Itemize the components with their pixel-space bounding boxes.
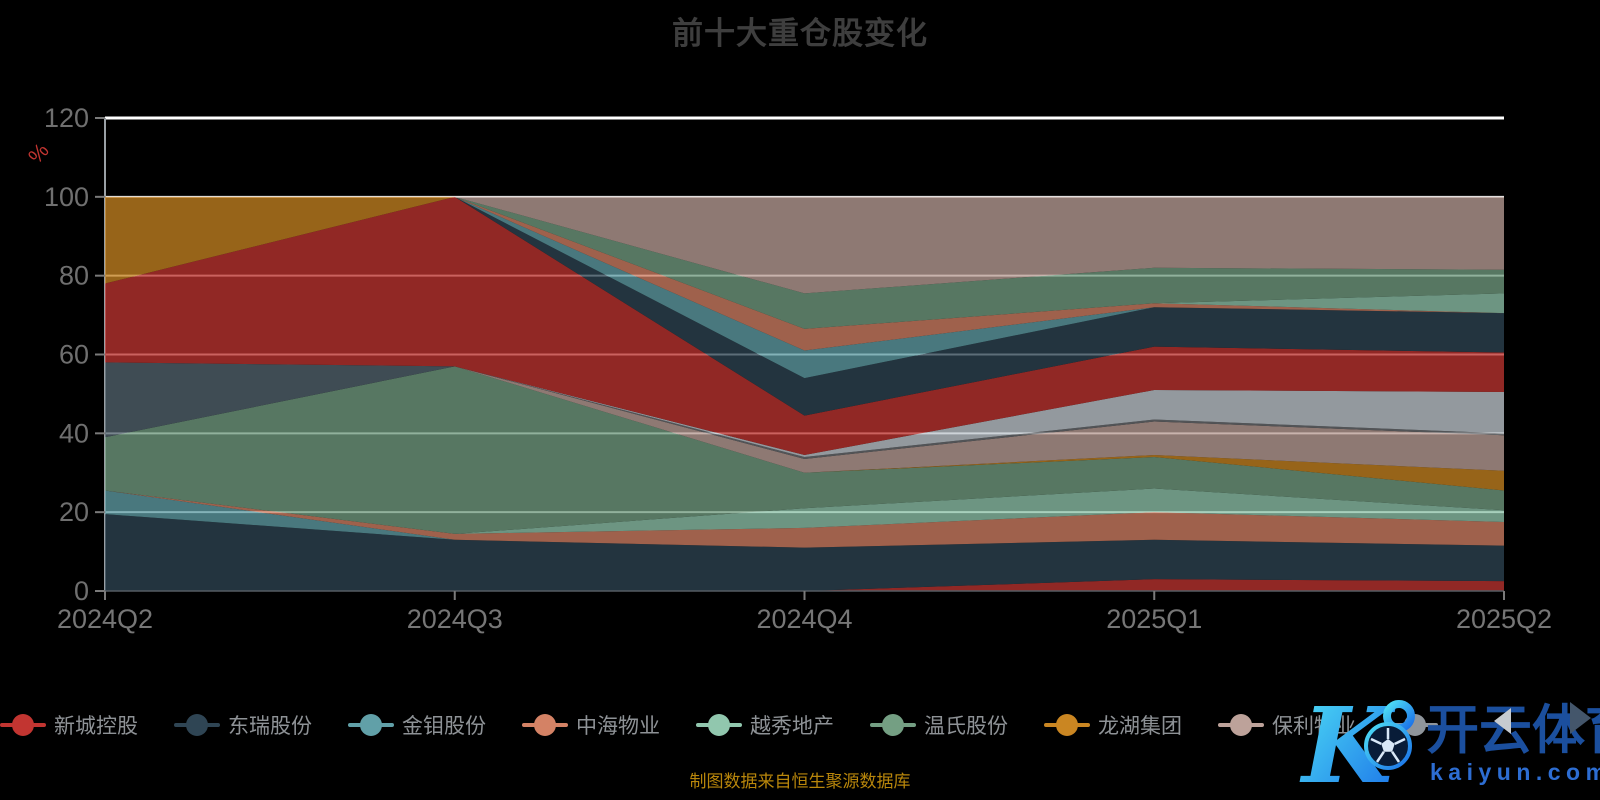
y-tick-label: 120: [44, 103, 89, 133]
legend-marker-icon: [174, 713, 220, 737]
legend: 新城控股 东瑞股份 金钼股份 中海物业 越秀地产 温氏股份 龙湖集团 保利物业: [0, 703, 1600, 747]
legend-item-label: 龙湖集团: [1098, 715, 1182, 738]
legend-item-4[interactable]: 中海物业: [522, 710, 660, 740]
legend-item-2[interactable]: 东瑞股份: [174, 710, 312, 740]
area-series-11: [105, 362, 1504, 457]
area-series-1: [105, 579, 1504, 591]
area-series-8: [105, 366, 1504, 473]
legend-scroll-prev-icon[interactable]: [1494, 708, 1511, 734]
area-series-2: [105, 514, 1504, 591]
x-tick-label: 2024Q2: [57, 604, 153, 634]
x-tick-label: 2025Q2: [1456, 604, 1552, 634]
legend-scroll-next-icon[interactable]: [1570, 702, 1591, 734]
legend-marker-icon: [522, 713, 568, 737]
area-series-19: [105, 196, 1504, 294]
legend-item-1[interactable]: 新城控股: [0, 710, 138, 740]
x-tick-label: 2025Q1: [1106, 604, 1202, 634]
legend-item-7[interactable]: 龙湖集团: [1044, 710, 1182, 740]
x-tick-label: 2024Q3: [407, 604, 503, 634]
area-series-18: [105, 196, 1504, 294]
y-tick-label: 60: [59, 340, 89, 370]
legend-marker-icon: [348, 713, 394, 737]
y-tick-label: 80: [59, 261, 89, 291]
legend-item-label: 金钼股份: [402, 715, 486, 738]
y-tick-label: 40: [59, 418, 89, 448]
area-series-5: [105, 488, 1504, 534]
kaiyun-watermark: K 开云体育 kaiyun.com: [1280, 684, 1600, 800]
legend-marker-icon: [696, 713, 742, 737]
area-series-10: [105, 362, 1504, 457]
chart-title: 前十大重仓股变化: [672, 16, 928, 51]
legend-item-3[interactable]: 金钼股份: [348, 710, 486, 740]
legend-item-label: 越秀地产: [750, 715, 834, 738]
legend-marker-icon: [0, 713, 46, 737]
y-tick-label: 20: [59, 497, 89, 527]
y-tick-label: 100: [44, 182, 89, 212]
legend-marker-icon: [870, 713, 916, 737]
x-tick-label: 2024Q4: [756, 604, 852, 634]
soccer-ball-icon: [1364, 722, 1412, 770]
data-source-note: 制图数据来自恒生聚源数据库: [689, 772, 911, 791]
area-series-12: [105, 196, 1504, 456]
legend-item-8[interactable]: 保利物业: [1218, 710, 1356, 740]
legend-item-label: 保利物业: [1272, 715, 1356, 738]
area-series-17: [105, 196, 1504, 329]
watermark-domain-text: kaiyun.com: [1430, 759, 1600, 785]
legend-marker-icon: [1218, 713, 1264, 737]
legend-item-label: 温氏股份: [924, 715, 1008, 738]
legend-item-label: 东瑞股份: [228, 715, 312, 738]
area-series-4: [105, 490, 1504, 548]
y-tick-label: 0: [74, 576, 89, 606]
area-series-6: [105, 366, 1504, 534]
legend-item-5[interactable]: 越秀地产: [696, 710, 834, 740]
legend-marker-icon: [1044, 713, 1090, 737]
legend-item-label: 新城控股: [54, 715, 138, 738]
legend-item-label: 中海物业: [576, 715, 660, 738]
legend-item-6[interactable]: 温氏股份: [870, 710, 1008, 740]
